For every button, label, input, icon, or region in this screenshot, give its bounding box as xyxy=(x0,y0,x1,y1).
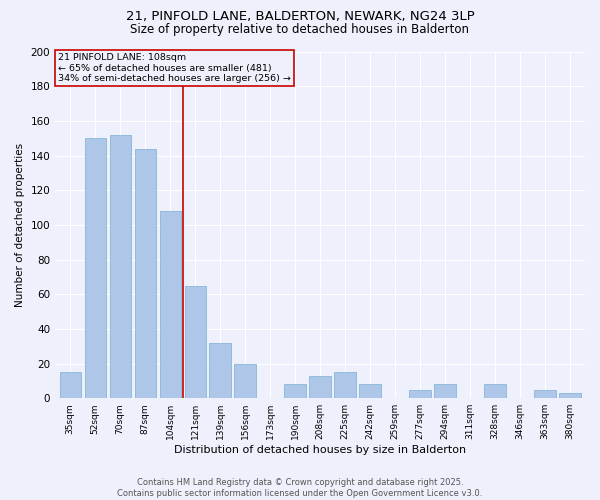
Bar xyxy=(559,393,581,398)
Bar xyxy=(535,390,556,398)
Bar xyxy=(409,390,431,398)
Bar xyxy=(484,384,506,398)
Bar xyxy=(110,134,131,398)
Text: 21, PINFOLD LANE, BALDERTON, NEWARK, NG24 3LP: 21, PINFOLD LANE, BALDERTON, NEWARK, NG2… xyxy=(125,10,475,23)
Text: Size of property relative to detached houses in Balderton: Size of property relative to detached ho… xyxy=(131,22,470,36)
Bar xyxy=(185,286,206,398)
Bar xyxy=(334,372,356,398)
Bar xyxy=(134,148,156,398)
Bar xyxy=(284,384,306,398)
X-axis label: Distribution of detached houses by size in Balderton: Distribution of detached houses by size … xyxy=(174,445,466,455)
Bar xyxy=(160,211,181,398)
Text: Contains HM Land Registry data © Crown copyright and database right 2025.
Contai: Contains HM Land Registry data © Crown c… xyxy=(118,478,482,498)
Bar xyxy=(359,384,380,398)
Bar xyxy=(434,384,455,398)
Bar xyxy=(209,342,231,398)
Bar xyxy=(310,376,331,398)
Y-axis label: Number of detached properties: Number of detached properties xyxy=(15,143,25,307)
Bar xyxy=(59,372,81,398)
Bar xyxy=(235,364,256,398)
Bar xyxy=(85,138,106,398)
Text: 21 PINFOLD LANE: 108sqm
← 65% of detached houses are smaller (481)
34% of semi-d: 21 PINFOLD LANE: 108sqm ← 65% of detache… xyxy=(58,53,290,83)
